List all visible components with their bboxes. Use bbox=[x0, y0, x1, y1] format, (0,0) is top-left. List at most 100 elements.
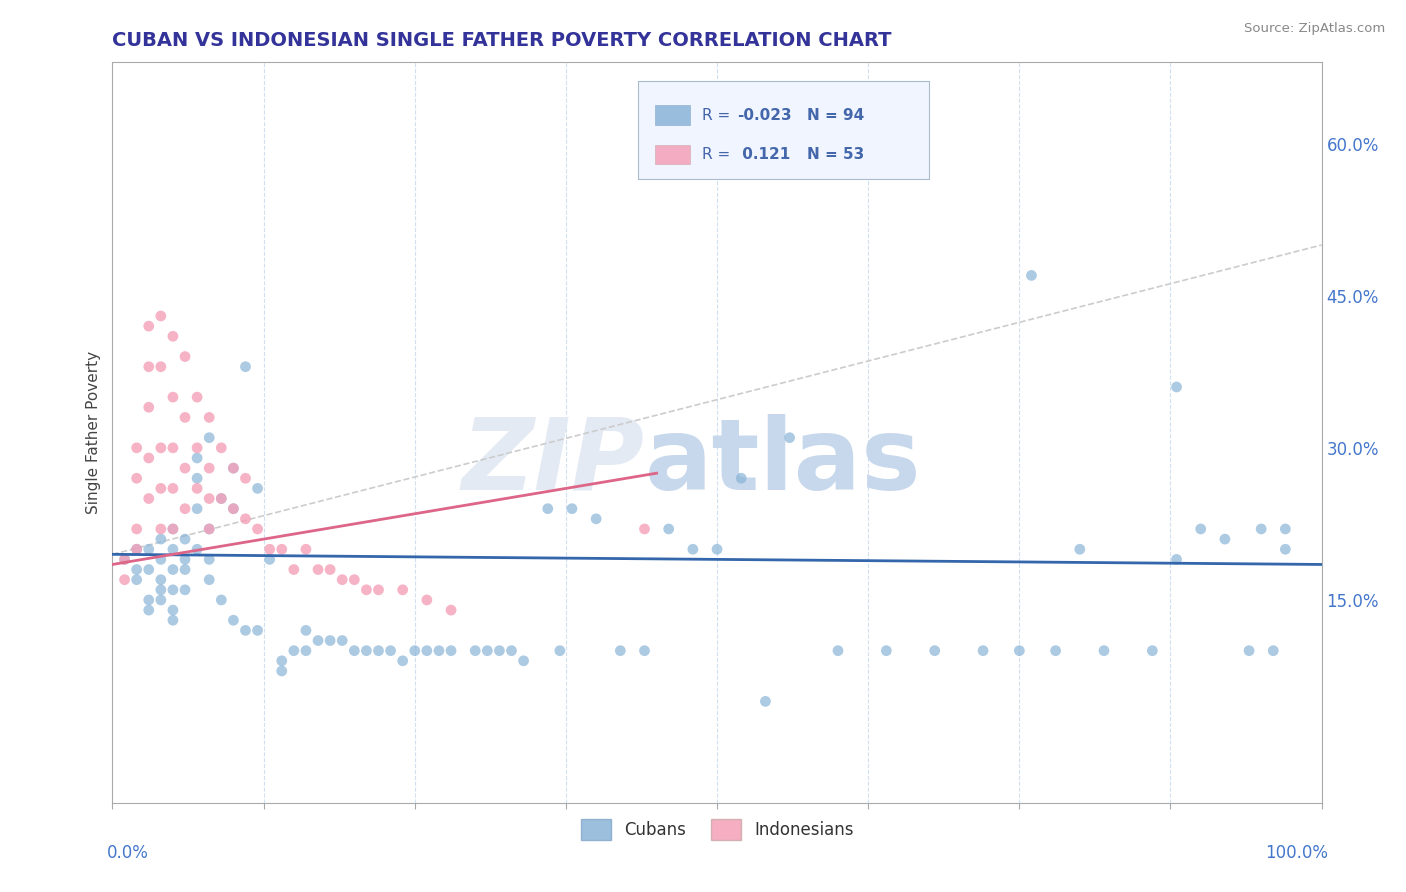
Point bbox=[174, 461, 197, 475]
Point bbox=[259, 552, 281, 566]
Point bbox=[270, 542, 292, 557]
Point bbox=[246, 522, 269, 536]
Point bbox=[367, 582, 389, 597]
Point bbox=[186, 542, 208, 557]
Point bbox=[209, 593, 232, 607]
Point bbox=[1237, 643, 1260, 657]
Point bbox=[174, 350, 197, 364]
Point bbox=[198, 522, 221, 536]
Point bbox=[162, 542, 184, 557]
Point bbox=[404, 643, 426, 657]
Point bbox=[198, 491, 221, 506]
Point bbox=[754, 694, 776, 708]
Text: 0.121: 0.121 bbox=[737, 147, 790, 161]
Point bbox=[138, 603, 160, 617]
Point bbox=[283, 562, 305, 576]
Point bbox=[125, 542, 148, 557]
Point bbox=[149, 522, 172, 536]
Point bbox=[416, 593, 439, 607]
Point bbox=[138, 319, 160, 334]
Point bbox=[174, 410, 197, 425]
Point bbox=[827, 643, 849, 657]
Point bbox=[162, 390, 184, 404]
Point bbox=[125, 573, 148, 587]
Point bbox=[222, 461, 245, 475]
Point bbox=[149, 593, 172, 607]
Point bbox=[186, 450, 208, 465]
Point bbox=[125, 542, 148, 557]
Point bbox=[198, 573, 221, 587]
Point bbox=[537, 501, 560, 516]
Point bbox=[548, 643, 571, 657]
Point bbox=[138, 359, 160, 374]
Point bbox=[222, 501, 245, 516]
Point bbox=[295, 542, 318, 557]
Point bbox=[174, 532, 197, 546]
Point bbox=[875, 643, 897, 657]
Text: R =: R = bbox=[702, 147, 735, 161]
Point bbox=[235, 471, 257, 485]
Point bbox=[162, 562, 184, 576]
Text: 0.0%: 0.0% bbox=[107, 844, 148, 862]
Y-axis label: Single Father Poverty: Single Father Poverty bbox=[86, 351, 101, 514]
Point bbox=[330, 633, 353, 648]
Point bbox=[162, 582, 184, 597]
Text: CUBAN VS INDONESIAN SINGLE FATHER POVERTY CORRELATION CHART: CUBAN VS INDONESIAN SINGLE FATHER POVERT… bbox=[112, 30, 891, 50]
Point bbox=[186, 501, 208, 516]
Point bbox=[222, 613, 245, 627]
Point bbox=[235, 359, 257, 374]
Point bbox=[427, 643, 450, 657]
Point bbox=[222, 501, 245, 516]
Point bbox=[162, 613, 184, 627]
Point bbox=[585, 512, 607, 526]
Point bbox=[235, 512, 257, 526]
Point bbox=[209, 491, 232, 506]
Point bbox=[682, 542, 704, 557]
Point bbox=[1008, 643, 1031, 657]
Point bbox=[416, 643, 439, 657]
Point bbox=[114, 552, 136, 566]
Point bbox=[633, 522, 655, 536]
Point bbox=[198, 522, 221, 536]
Point bbox=[319, 562, 342, 576]
Point bbox=[270, 664, 292, 678]
Point bbox=[1069, 542, 1091, 557]
Point bbox=[380, 643, 402, 657]
Point bbox=[174, 582, 197, 597]
Point bbox=[367, 643, 389, 657]
Point bbox=[270, 654, 292, 668]
Text: N = 94: N = 94 bbox=[807, 108, 865, 122]
Point bbox=[125, 522, 148, 536]
Point bbox=[162, 603, 184, 617]
Point bbox=[149, 552, 172, 566]
Point bbox=[125, 471, 148, 485]
Text: N = 53: N = 53 bbox=[807, 147, 865, 161]
Point bbox=[633, 643, 655, 657]
Point bbox=[149, 582, 172, 597]
Point bbox=[1166, 380, 1188, 394]
Point bbox=[706, 542, 728, 557]
Point bbox=[138, 450, 160, 465]
Point bbox=[319, 633, 342, 648]
Point bbox=[246, 482, 269, 496]
Point bbox=[162, 522, 184, 536]
Point bbox=[138, 593, 160, 607]
Point bbox=[1213, 532, 1236, 546]
Point bbox=[464, 643, 486, 657]
Point bbox=[149, 482, 172, 496]
Point bbox=[1092, 643, 1115, 657]
Point bbox=[356, 582, 378, 597]
Text: ZIP: ZIP bbox=[461, 414, 644, 511]
Point bbox=[259, 542, 281, 557]
Point bbox=[138, 491, 160, 506]
Point bbox=[186, 441, 208, 455]
Point bbox=[235, 624, 257, 638]
Point bbox=[330, 573, 353, 587]
Point bbox=[440, 643, 463, 657]
Text: -0.023: -0.023 bbox=[737, 108, 792, 122]
Point bbox=[307, 633, 329, 648]
Point bbox=[149, 573, 172, 587]
Point bbox=[138, 542, 160, 557]
Text: Source: ZipAtlas.com: Source: ZipAtlas.com bbox=[1244, 22, 1385, 36]
Point bbox=[198, 431, 221, 445]
